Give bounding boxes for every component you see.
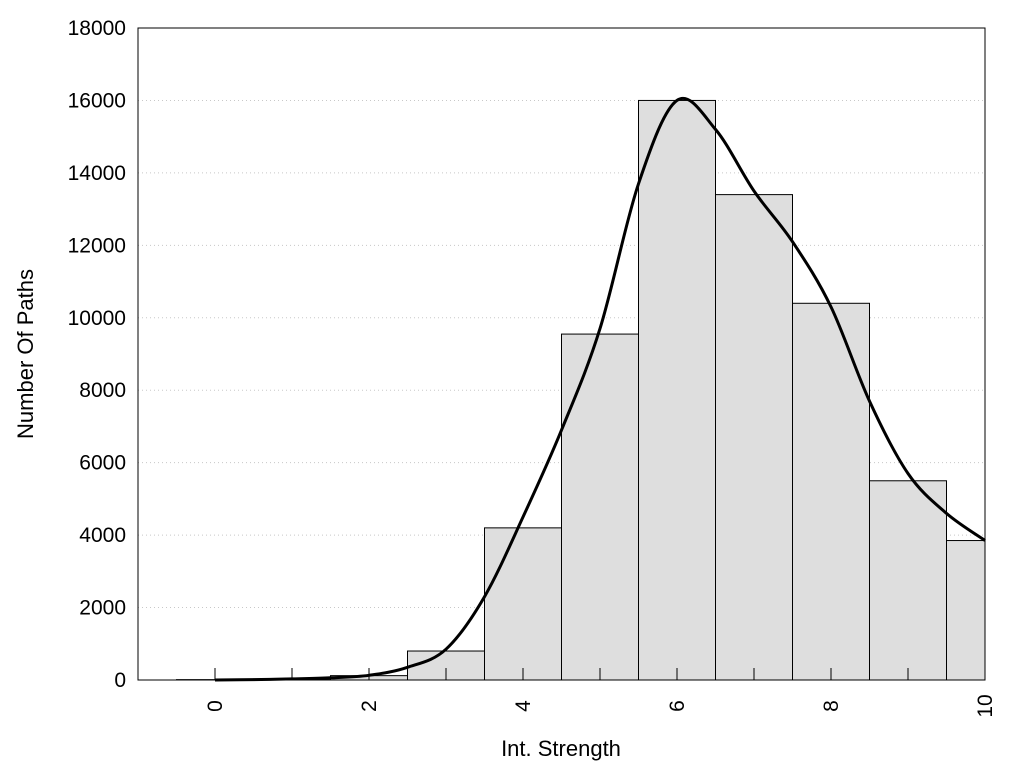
y-tick-label: 2000 xyxy=(79,597,126,620)
histogram-bar xyxy=(561,333,639,681)
y-tick-label: 14000 xyxy=(68,162,126,185)
y-tick-label: 12000 xyxy=(68,234,126,257)
x-tick-label: 10 xyxy=(974,694,997,717)
x-tick-label: 2 xyxy=(358,700,381,712)
x-tick-labels: 0 2 4 6 8 10 xyxy=(204,694,997,717)
y-axis-label: Number Of Paths xyxy=(13,269,38,439)
density-curve xyxy=(214,96,986,682)
histogram-bar xyxy=(946,540,986,681)
x-tick-label: 0 xyxy=(204,700,227,712)
histogram-bar xyxy=(638,99,716,681)
y-tick-label: 4000 xyxy=(79,524,126,547)
histogram-bar xyxy=(792,302,870,681)
y-tick-label: 16000 xyxy=(68,89,126,112)
x-tick-label: 6 xyxy=(666,700,689,712)
histogram-bar xyxy=(715,194,793,681)
plot-frame xyxy=(137,27,986,681)
x-axis-label: Int. Strength xyxy=(501,736,621,761)
y-tick-label: 8000 xyxy=(79,379,126,402)
y-tick-label: 6000 xyxy=(79,452,126,475)
y-tick-label: 10000 xyxy=(68,307,126,330)
x-tick-label: 4 xyxy=(512,700,535,712)
y-tick-labels: 0 2000 4000 6000 8000 10000 12000 14000 16000 180… xyxy=(68,17,126,692)
y-tick-label: 18000 xyxy=(68,17,126,40)
histogram-bar xyxy=(869,480,947,681)
histogram-bar xyxy=(484,527,562,681)
x-tick-label: 8 xyxy=(820,700,843,712)
y-tick-label: 0 xyxy=(114,669,126,692)
